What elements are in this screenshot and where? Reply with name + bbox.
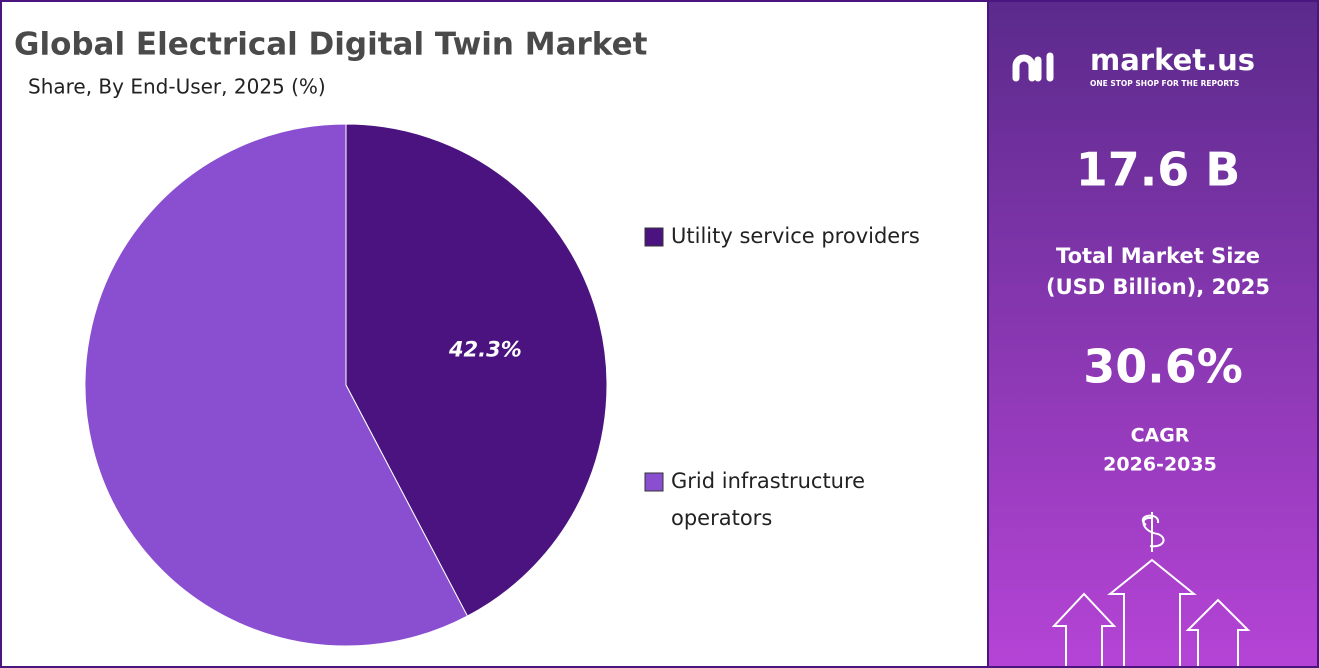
pie-slice xyxy=(84,123,469,647)
cagr: 30.6% xyxy=(1083,340,1243,394)
legend-swatch xyxy=(644,227,664,247)
logo xyxy=(1012,52,1054,82)
brand: market.us xyxy=(1090,43,1255,77)
legend-label: Utility service providers xyxy=(671,224,920,248)
pie-slice xyxy=(345,123,608,617)
tagline: ONE STOP SHOP FOR THE REPORTS xyxy=(1090,79,1239,88)
market-size: 17.6 B xyxy=(1076,143,1241,197)
legend-label: Grid infrastructure operators xyxy=(671,469,865,530)
data-label: 42.3% xyxy=(448,338,522,362)
arrows-decoration xyxy=(1051,512,1251,666)
legend-swatch xyxy=(644,472,664,492)
market-size-label: Total Market Size xyxy=(1056,244,1260,268)
chart-title: Global Electrical Digital Twin Market xyxy=(14,27,648,63)
chart-subtitle: Share, By End-User, 2025 (%) xyxy=(28,75,326,99)
market-size-label: (USD Billion), 2025 xyxy=(1046,275,1270,299)
cagr-label: CAGR xyxy=(1131,425,1190,447)
cagr-label: 2026-2035 xyxy=(1103,454,1217,476)
sidebar xyxy=(989,2,1317,666)
